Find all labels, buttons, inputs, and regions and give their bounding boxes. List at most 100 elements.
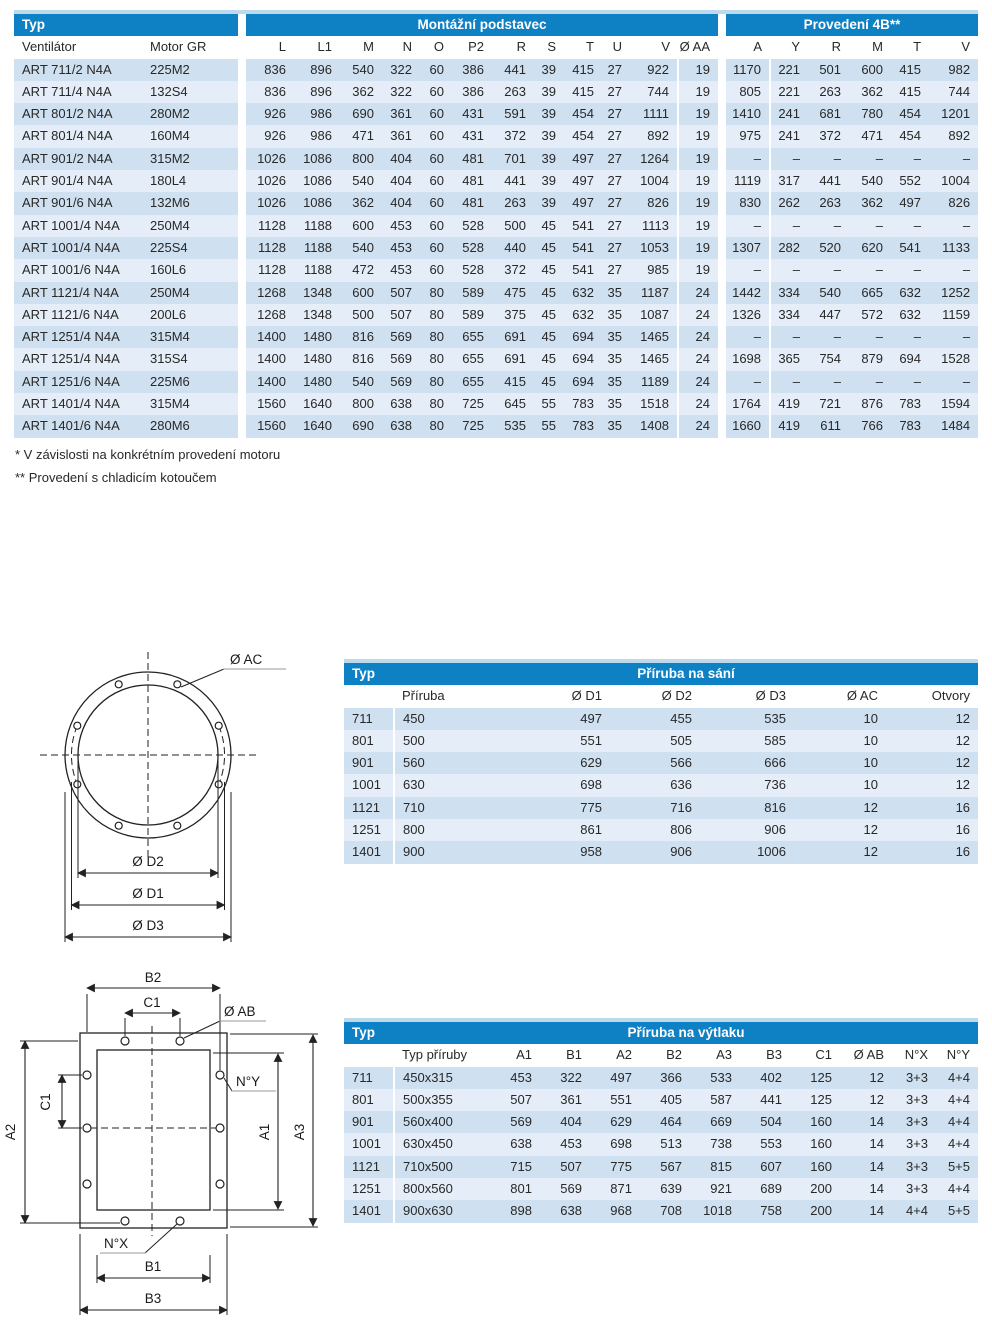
table-cell: 497: [506, 707, 610, 730]
table-cell: –: [891, 370, 930, 394]
dim-label-a3: A3: [292, 1124, 307, 1141]
table-cell: 362: [340, 192, 382, 215]
table-cell: 39: [534, 58, 564, 81]
table-cell: 362: [849, 192, 892, 215]
table-cell: 701: [492, 147, 534, 171]
column-gap: [238, 259, 246, 282]
column-header: Ø AA: [678, 36, 719, 59]
table-cell: 80: [420, 415, 452, 438]
table-cell: 901: [344, 1111, 395, 1134]
table-cell: 611: [808, 415, 850, 438]
table-cell: 879: [849, 348, 892, 371]
column-gap: [238, 326, 246, 349]
discharge-flange-drawing: B2 C1 B1 B3 A2 C1 A1: [3, 970, 318, 1315]
table-cell: –: [770, 214, 809, 237]
table-cell: 535: [492, 415, 534, 438]
table-row: 801 500 551 505 585 10 12: [344, 729, 979, 753]
table-cell: 241: [770, 125, 809, 148]
table-cell: 711: [344, 1066, 395, 1089]
table-cell: 632: [564, 303, 602, 327]
dim-label-b1: B1: [145, 1259, 162, 1274]
table-cell: 10: [794, 729, 886, 753]
table-cell: 758: [740, 1200, 790, 1223]
table-cell: 665: [849, 281, 892, 304]
table-cell: –: [929, 326, 979, 349]
column-gap: [718, 281, 727, 304]
table-cell: 24: [678, 415, 719, 438]
table-cell: 600: [340, 214, 382, 237]
table-cell: 986: [294, 125, 340, 148]
table-cell: 386: [452, 58, 492, 81]
table-cell: 1026: [246, 192, 294, 215]
table-cell: 221: [770, 80, 809, 104]
table-cell: 1004: [630, 170, 679, 193]
table-cell: 39: [534, 80, 564, 104]
table-cell: 280M6: [142, 415, 238, 438]
table-cell: 1018: [690, 1200, 740, 1223]
column-gap: [718, 58, 727, 81]
column-gap: [238, 170, 246, 193]
table-cell: –: [808, 370, 850, 394]
table-row: 711 450 497 455 535 10 12: [344, 707, 979, 730]
table-cell: 540: [340, 170, 382, 193]
table-cell: 125: [790, 1088, 840, 1112]
table-cell: 926: [246, 103, 294, 126]
dim-label-nx: N°X: [104, 1236, 128, 1251]
table-row: ART 1001/6 N4A 160L6 1128 1188 472 453 60 528 37…: [14, 259, 979, 282]
table-cell: 19: [678, 192, 719, 215]
table-cell: 896: [294, 80, 340, 104]
table-cell: 454: [891, 103, 930, 126]
table-cell: 3+3: [892, 1066, 936, 1089]
table-cell: 24: [678, 281, 719, 304]
table-cell: 441: [808, 170, 850, 193]
band-typ-header: Typ: [344, 1020, 394, 1045]
column-gap: [238, 103, 246, 126]
table-cell: 12: [794, 819, 886, 842]
table-cell: 505: [610, 729, 700, 753]
table-cell: 1006: [700, 841, 794, 864]
table-cell: 1128: [246, 214, 294, 237]
table-cell: 711: [344, 707, 395, 730]
table-cell: ART 1251/6 N4A: [14, 370, 142, 394]
table-cell: 898: [494, 1200, 540, 1223]
table-cell: 591: [492, 103, 534, 126]
table-cell: 600: [340, 281, 382, 304]
table-cell: 500: [340, 303, 382, 327]
band-section-header: Montážní podstavec: [246, 12, 719, 37]
table-cell: 690: [340, 415, 382, 438]
column-header: C1: [790, 1044, 840, 1067]
table-cell: 317: [770, 170, 809, 193]
table-cell: 500x355: [394, 1088, 494, 1112]
table-cell: 16: [886, 841, 979, 864]
table-cell: 263: [808, 80, 850, 104]
table-cell: 415: [564, 80, 602, 104]
dim-label-b3: B3: [145, 1291, 162, 1306]
table-cell: 694: [891, 348, 930, 371]
dim-label-ny: N°Y: [236, 1074, 260, 1089]
table-cell: 497: [564, 192, 602, 215]
table-cell: 968: [590, 1200, 640, 1223]
table-row: 1121 710x500 715 507 775 567 815 607 160 14 3+3 5+5: [344, 1155, 978, 1179]
band-typ-header: Typ: [344, 661, 394, 686]
table-cell: –: [808, 147, 850, 171]
table-cell: ART 1251/4 N4A: [14, 348, 142, 371]
table-cell: 566: [610, 752, 700, 775]
table-cell: 632: [891, 303, 930, 327]
table-cell: 1251: [344, 1178, 395, 1201]
table-cell: 372: [808, 125, 850, 148]
table-cell: 471: [340, 125, 382, 148]
column-header: Příruba: [394, 685, 506, 708]
column-gap: [718, 393, 727, 416]
table-cell: 780: [849, 103, 892, 126]
table-cell: 453: [494, 1066, 540, 1089]
flange-rectangles: [79, 1026, 228, 1236]
table-cell: 1442: [726, 281, 772, 304]
table-cell: 528: [452, 259, 492, 282]
table-cell: 4+4: [936, 1111, 978, 1134]
table-cell: 45: [534, 348, 564, 371]
table-cell: 638: [382, 393, 420, 416]
table-cell: 60: [420, 192, 452, 215]
table-cell: 800: [340, 393, 382, 416]
table-cell: 694: [564, 370, 602, 394]
table-cell: 540: [340, 236, 382, 260]
